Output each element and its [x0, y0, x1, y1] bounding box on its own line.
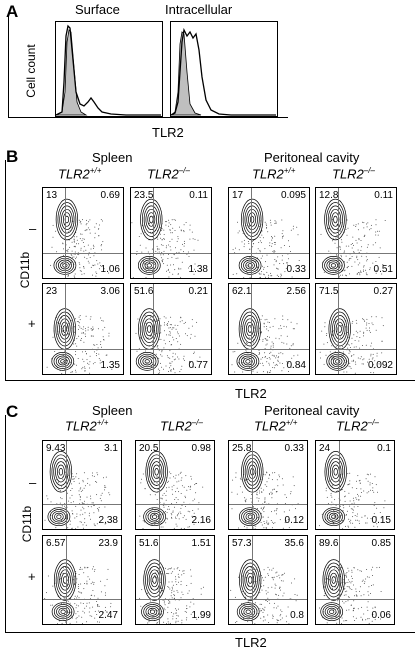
b-quadrant-br: 1.38	[188, 264, 208, 275]
c-quadrant-tl: 57.3	[232, 538, 252, 549]
c-quadrant-br: 0.06	[371, 610, 391, 621]
c-quadrant-tr: 0.98	[191, 443, 211, 454]
b-quadrant-tl: 62.1	[232, 286, 252, 297]
panel-b-group-spleen: Spleen	[92, 150, 133, 165]
b-quadrant-tr: 0.095	[280, 190, 306, 201]
panel-a-letter: A	[6, 2, 19, 21]
c-plot-r1-c0: 6.57 23.9 2.47	[42, 535, 122, 625]
b-plot-r0-c0: 13 0.69 1.06	[42, 187, 124, 279]
c-quadrant-br: 0.8	[290, 610, 304, 621]
c-quadrant-tr: 1.51	[191, 538, 211, 549]
c-quadrant-br: 0.15	[371, 515, 391, 526]
c-plot-r0-c3: 24 0.1 0.15	[315, 440, 395, 530]
panel-c-xlabel: TLR2	[235, 635, 267, 650]
b-quadrant-tr: 3.06	[100, 286, 120, 297]
c-quadrant-tr: 3.1	[104, 443, 118, 454]
b-quadrant-tl: 71.5	[319, 286, 339, 297]
b-quadrant-tr: 0.11	[189, 190, 208, 201]
panel-c-col-2: TLR2+/+	[254, 418, 298, 434]
panel-a-title-intracellular: Intracellular	[165, 2, 233, 17]
c-quadrant-br: 1.99	[191, 610, 211, 621]
panel-c-row-sign-minus: –	[29, 475, 37, 490]
b-plot-r0-c3: 12.8 0.11 0.51	[315, 187, 397, 279]
panel-c-col-3: TLR2–/–	[336, 418, 379, 434]
c-plot-r1-c3: 89.6 0.85 0.06	[315, 535, 395, 625]
c-quadrant-tr: 23.9	[98, 538, 118, 549]
c-quadrant-br: 2.16	[191, 515, 211, 526]
b-quadrant-tr: 0.11	[374, 190, 393, 201]
c-quadrant-br: 0.12	[284, 515, 304, 526]
panel-b-xlabel: TLR2	[235, 386, 267, 401]
c-plot-r0-c1: 20.5 0.98 2.16	[135, 440, 215, 530]
b-plot-r0-c2: 17 0.095 0.33	[228, 187, 310, 279]
c-quadrant-br: 2.38	[98, 515, 118, 526]
c-quadrant-tl: 24	[319, 443, 331, 454]
panel-b-col-0: TLR2+/+	[58, 166, 102, 182]
panel-c-group-peritoneal: Peritoneal cavity	[264, 403, 360, 418]
b-quadrant-tr: 0.69	[100, 190, 120, 201]
b-quadrant-tl: 13	[46, 190, 58, 201]
c-quadrant-tr: 0.85	[371, 538, 391, 549]
c-plot-r1-c2: 57.3 35.6 0.8	[228, 535, 308, 625]
c-quadrant-br: 2.47	[98, 610, 118, 621]
panel-b-col-3: TLR2–/–	[332, 166, 375, 182]
b-quadrant-br: 0.84	[286, 360, 306, 371]
b-quadrant-tl: 23	[46, 286, 58, 297]
c-quadrant-tl: 20.5	[139, 443, 159, 454]
c-quadrant-tr: 0.1	[377, 443, 391, 454]
panel-b-col-1: TLR2–/–	[147, 166, 190, 182]
b-plot-r0-c1: 23.5 0.11 1.38	[130, 187, 212, 279]
panel-a-xlabel: TLR2	[152, 125, 184, 140]
histogram-surface	[55, 21, 163, 117]
panel-b-row-sign-plus: +	[28, 316, 36, 331]
panel-b-group-peritoneal: Peritoneal cavity	[264, 150, 360, 165]
b-quadrant-br: 0.092	[367, 360, 393, 371]
b-plot-r1-c3: 71.5 0.27 0.092	[315, 283, 397, 375]
panel-a-ylabel: Cell count	[24, 44, 38, 98]
b-quadrant-tr: 0.21	[188, 286, 208, 297]
panel-c-row-sign-plus: +	[28, 569, 36, 584]
b-quadrant-br: 0.33	[286, 264, 306, 275]
histogram-intracellular	[169, 21, 278, 117]
b-quadrant-tl: 51.6	[134, 286, 154, 297]
c-plot-r0-c0: 9.43 3.1 2.38	[42, 440, 122, 530]
c-quadrant-tl: 25.8	[232, 443, 252, 454]
c-quadrant-tr: 0.33	[284, 443, 304, 454]
panel-c-col-0: TLR2+/+	[65, 418, 109, 434]
b-plot-r1-c2: 62.1 2.56 0.84	[228, 283, 310, 375]
panel-a-title-surface: Surface	[75, 2, 120, 17]
b-plot-r1-c0: 23 3.06 1.35	[42, 283, 124, 375]
b-quadrant-br: 1.06	[100, 264, 120, 275]
c-plot-r1-c1: 51.6 1.51 1.99	[135, 535, 215, 625]
panel-c-group-spleen: Spleen	[92, 403, 133, 418]
b-quadrant-tl: 23.5	[134, 190, 154, 201]
panel-b-row-sign-minus: –	[29, 221, 37, 236]
b-quadrant-br: 1.35	[100, 360, 120, 371]
c-quadrant-tr: 35.6	[284, 538, 304, 549]
b-plot-r1-c1: 51.6 0.21 0.77	[130, 283, 212, 375]
panel-c-ylabel: CD11b	[20, 505, 34, 543]
panel-b-ylabel: CD11b	[18, 251, 32, 289]
panel-b-letter: B	[6, 147, 19, 166]
b-quadrant-tr: 2.56	[286, 286, 306, 297]
b-quadrant-tr: 0.27	[373, 286, 393, 297]
panel-b-col-2: TLR2+/+	[252, 166, 296, 182]
c-plot-r0-c2: 25.8 0.33 0.12	[228, 440, 308, 530]
c-quadrant-tl: 51.6	[139, 538, 159, 549]
panel-c-col-1: TLR2–/–	[160, 418, 203, 434]
c-quadrant-tl: 89.6	[319, 538, 339, 549]
b-quadrant-tl: 17	[232, 190, 244, 201]
panel-c-letter: C	[6, 402, 19, 421]
b-quadrant-tl: 12.8	[319, 190, 339, 201]
c-quadrant-tl: 6.57	[46, 538, 66, 549]
c-quadrant-tl: 9.43	[46, 443, 66, 454]
b-quadrant-br: 0.51	[373, 264, 393, 275]
b-quadrant-br: 0.77	[188, 360, 208, 371]
